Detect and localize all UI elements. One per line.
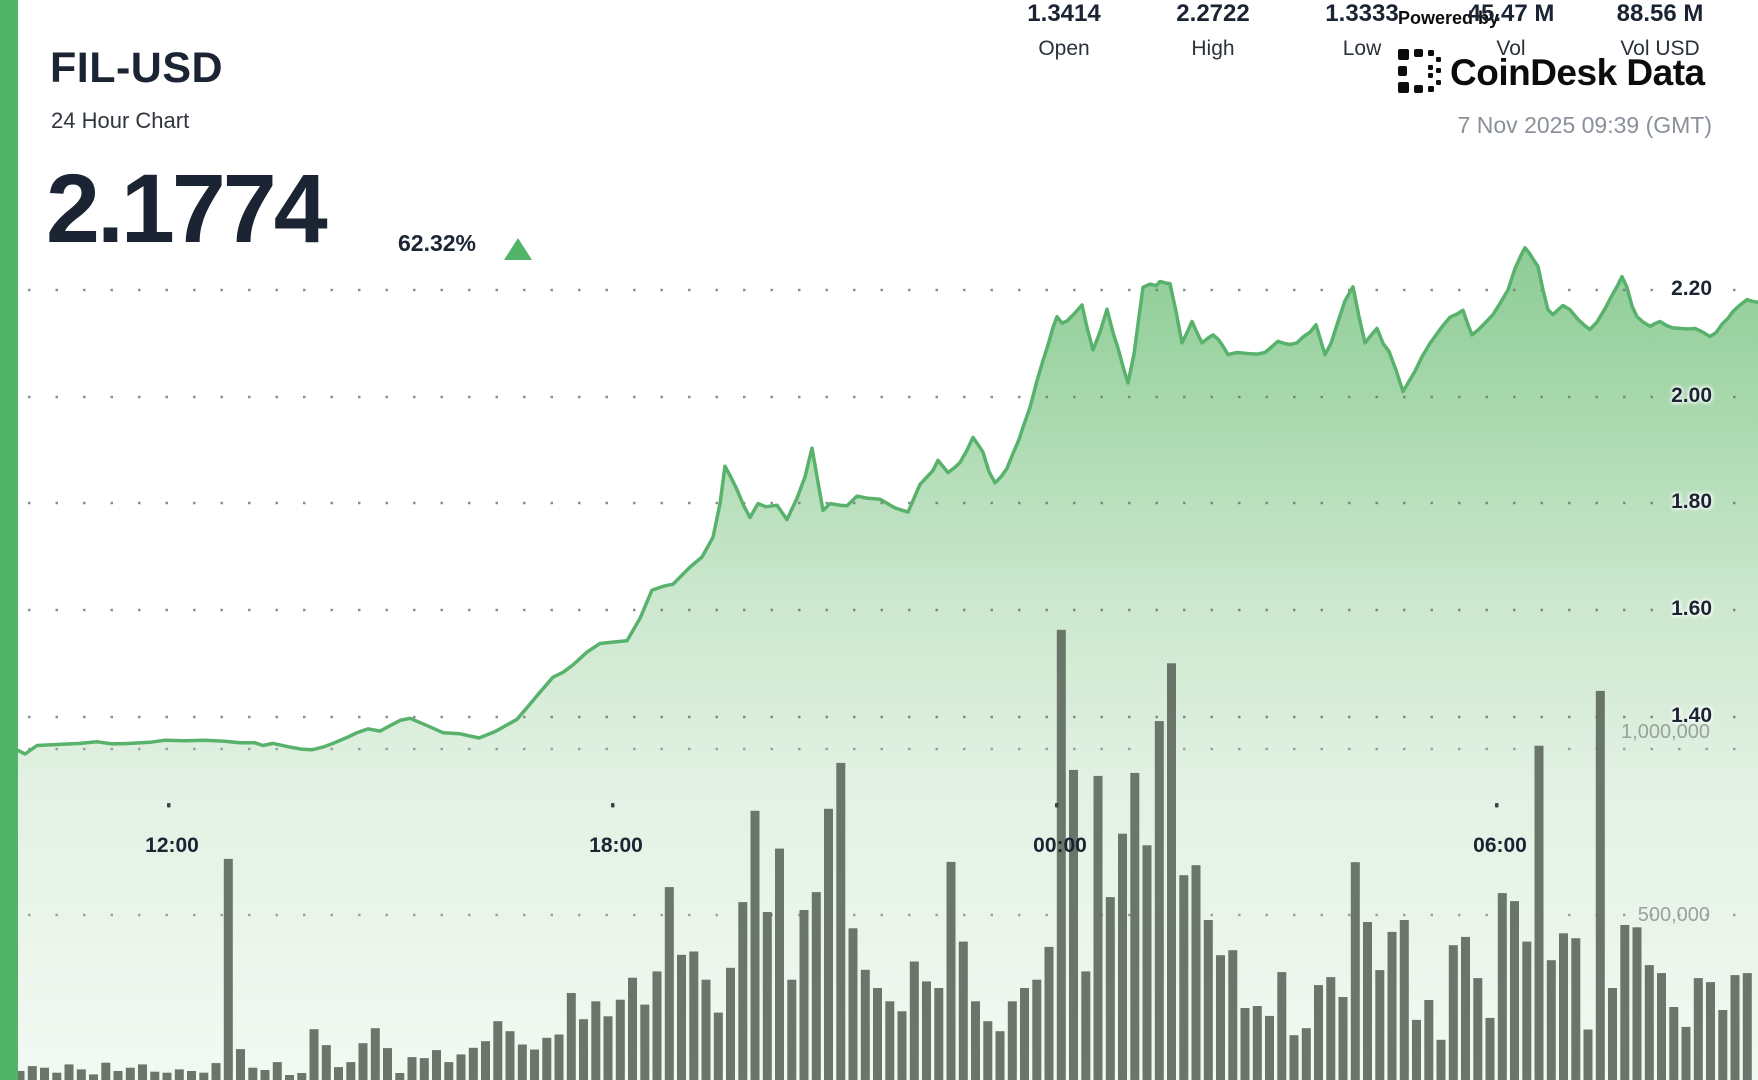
stat-vol: 45.47 M Vol [1468, 0, 1555, 61]
volume-axis-label: 500,000 [1637, 904, 1710, 926]
price-axis-label: 1.60 [1671, 597, 1712, 620]
symbol-title: FIL-USD [50, 44, 224, 92]
stat-high: 2.2722 High [1176, 0, 1249, 61]
price-axis-label: 2.20 [1671, 277, 1712, 300]
price-axis-label: 1.40 [1671, 704, 1712, 727]
stat-vol-usd-label: Vol USD [1620, 37, 1700, 60]
stat-low-label: Low [1342, 37, 1382, 60]
stat-low: 1.3333 Low [1325, 0, 1398, 61]
stat-open-label: Open [1038, 37, 1090, 60]
brand-wordmark: CoinDesk Data [1450, 52, 1705, 93]
volume-axis-label: 1,000,000 [1621, 721, 1710, 743]
powered-by-label: Powered by [1398, 8, 1500, 28]
stat-high-value: 2.2722 [1176, 0, 1250, 27]
timestamp: 7 Nov 2025 09:39 (GMT) [1457, 112, 1712, 138]
coindesk-logo-icon [1398, 48, 1442, 98]
stat-high-label: High [1191, 37, 1235, 60]
brand-row: CoinDesk Data [1398, 48, 1705, 98]
stat-vol-label: Vol [1496, 37, 1526, 60]
time-axis-label: 00:00 [1033, 834, 1087, 857]
time-axis-label: 18:00 [589, 834, 643, 857]
stat-low-value: 1.3333 [1325, 0, 1399, 27]
stat-open-value: 1.3414 [1027, 0, 1101, 27]
up-triangle-icon [504, 238, 532, 260]
stat-open: 1.3414 Open [1027, 0, 1100, 61]
current-price: 2.1774 [46, 154, 328, 263]
change-percent: 62.32% [398, 230, 477, 256]
chart-subtitle: 24 Hour Chart [51, 108, 190, 133]
price-axis-label: 2.00 [1671, 384, 1712, 407]
time-axis-label: 06:00 [1473, 834, 1527, 857]
time-axis-label: 12:00 [145, 834, 199, 857]
stat-vol-value: 45.47 M [1467, 0, 1555, 27]
stat-vol-usd: 88.56 M Vol USD [1617, 0, 1704, 61]
stat-vol-usd-value: 88.56 M [1616, 0, 1704, 27]
accent-left-strip [0, 0, 18, 1080]
price-axis-label: 1.80 [1671, 490, 1712, 513]
